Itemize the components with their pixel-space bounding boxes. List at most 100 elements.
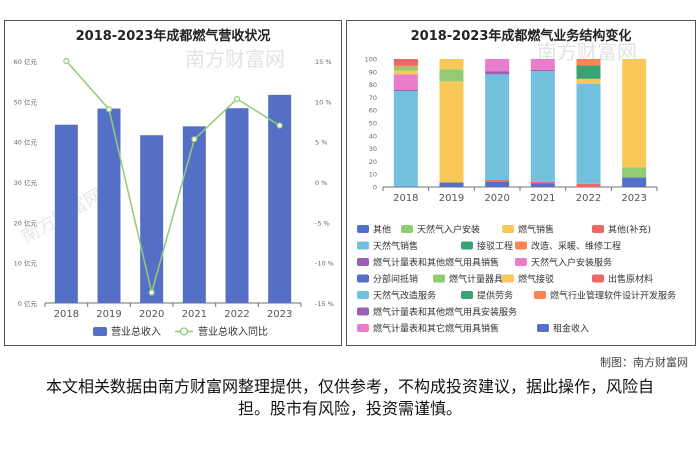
- stack-segment: [622, 167, 647, 178]
- legend-swatch: [357, 225, 369, 233]
- y-right-tick-label: 5 %: [315, 139, 327, 147]
- stack-segment: [485, 59, 510, 72]
- x-tick-label: 2019: [439, 193, 464, 204]
- legend-label-revenue: 营业总收入: [111, 325, 161, 338]
- legend-swatch-yoy-marker: [179, 327, 189, 336]
- y-left-tick-label: 60 亿元: [14, 57, 38, 66]
- stack-segment: [393, 89, 418, 91]
- legend-swatch: [502, 274, 514, 283]
- x-tick-label: 2023: [267, 309, 292, 320]
- x-tick-label: 2019: [96, 309, 121, 320]
- stack-segment: [576, 78, 601, 84]
- legend-label: 出售原材料: [608, 273, 653, 285]
- stack-segment: [439, 182, 464, 187]
- y-tick-label: 50: [369, 120, 377, 128]
- chart-credit: 制图：南方财富网: [600, 356, 688, 369]
- x-tick-label: 2022: [224, 309, 249, 320]
- legend-label: 燃气行业管理软件设计开发服务: [550, 290, 676, 302]
- yoy-line: [65, 60, 281, 293]
- y-right-tick-label: 15 %: [315, 58, 332, 66]
- legend-label: 分部间抵销: [373, 273, 418, 285]
- legend-swatch: [357, 241, 369, 250]
- legend-swatch: [537, 324, 549, 332]
- revenue-chart-title: 2018-2023年成都燃气营收状况: [75, 29, 271, 44]
- legend-swatch: [461, 241, 473, 250]
- y-tick-label: 80: [369, 81, 377, 89]
- legend-swatch: [592, 274, 604, 283]
- legend-swatch: [461, 291, 473, 299]
- yoy-point: [63, 57, 70, 65]
- y-tick-label: 40: [369, 132, 377, 140]
- y-left-tick-label: 40 亿元: [14, 138, 38, 147]
- x-tick-label: 2020: [139, 309, 164, 320]
- structure-chart-title: 2018-2023年成都燃气业务结构变化: [410, 29, 632, 44]
- y-tick-label: 30: [369, 145, 377, 153]
- revenue-bar: [182, 126, 206, 303]
- disclaimer-text: 本文相关数据由南方财富网整理提供，仅供参考，不构成投资建议，据此操作，风险自担。…: [45, 377, 654, 418]
- stack-segment: [439, 81, 464, 183]
- yoy-point: [276, 122, 283, 129]
- legend-swatch: [357, 258, 369, 266]
- legend-label: 天然气销售: [373, 240, 418, 252]
- y-tick-label: 0: [373, 184, 377, 192]
- legend-swatch: [534, 291, 546, 299]
- y-tick-label: 20: [369, 158, 377, 166]
- stack-segment: [439, 69, 464, 82]
- stack-segment: [485, 74, 510, 180]
- legend-label-yoy: 营业总收入同比: [198, 325, 268, 338]
- yoy-point: [233, 95, 241, 103]
- stack-segment: [530, 183, 555, 187]
- stack-segment: [622, 59, 647, 168]
- x-tick-label: 2021: [182, 309, 207, 320]
- stack-segment: [485, 71, 510, 75]
- legend-swatch: [433, 274, 445, 283]
- stack-segment: [393, 65, 418, 67]
- stack-segment: [530, 71, 555, 182]
- legend-label: 租金收入: [553, 323, 589, 335]
- legend-swatch: [592, 225, 604, 233]
- stack-segment: [530, 59, 555, 70]
- stack-segment: [393, 186, 418, 187]
- legend-label: 燃气计量表和其他燃气用具安装服务: [373, 306, 517, 318]
- legend-label: 改造、采暖、维修工程: [531, 240, 621, 252]
- stack-segment: [622, 177, 647, 187]
- y-left-tick-label: 50 亿元: [14, 97, 38, 106]
- stack-segment: [576, 59, 601, 66]
- legend-label: 其他: [373, 224, 391, 236]
- yoy-point: [148, 289, 155, 296]
- watermark: 南方财富网: [185, 47, 285, 71]
- legend-swatch: [357, 291, 369, 299]
- revenue-bar: [54, 124, 78, 303]
- stack-segment: [439, 59, 464, 70]
- structure-chart-panel: 2018-2023年成都燃气业务结构变化 南方财富网 0 10 20 30 40 50 60 7…: [346, 20, 696, 346]
- y-left-tick-label: 30 亿元: [14, 178, 38, 187]
- x-tick-label: 2022: [576, 193, 601, 204]
- y-tick-label: 70: [369, 94, 377, 102]
- legend-label: 其他(补充): [608, 224, 651, 236]
- y-left-tick-label: 0 亿元: [18, 299, 38, 308]
- legend-label: 天然气入户安装: [417, 224, 480, 236]
- x-tick-label: 2023: [621, 193, 646, 204]
- legend-label: 提供劳务: [477, 290, 513, 302]
- y-right-tick-label: 10 %: [315, 98, 332, 106]
- legend-label: 燃气销售: [518, 224, 554, 236]
- revenue-bar: [140, 135, 164, 303]
- stack-segment: [393, 70, 418, 75]
- legend-swatch: [515, 258, 527, 266]
- x-tick-label: 2021: [530, 193, 555, 204]
- legend-label: 天然气入户安装服务: [531, 257, 612, 269]
- legend-label: 天然气改造服务: [373, 290, 436, 302]
- stack-segment: [576, 83, 601, 184]
- y-right-tick-label: -10 %: [315, 260, 334, 268]
- y-left-tick-label: 20 亿元: [14, 218, 38, 227]
- legend-swatch: [502, 225, 514, 233]
- legend-swatch-revenue: [93, 327, 107, 336]
- revenue-bar: [225, 108, 249, 303]
- stack-segment: [393, 74, 418, 90]
- yoy-point: [105, 106, 113, 113]
- y-right-tick-label: -15 %: [315, 300, 334, 308]
- y-left-tick-label: 10 亿元: [14, 259, 38, 268]
- y-tick-label: 60: [369, 107, 377, 115]
